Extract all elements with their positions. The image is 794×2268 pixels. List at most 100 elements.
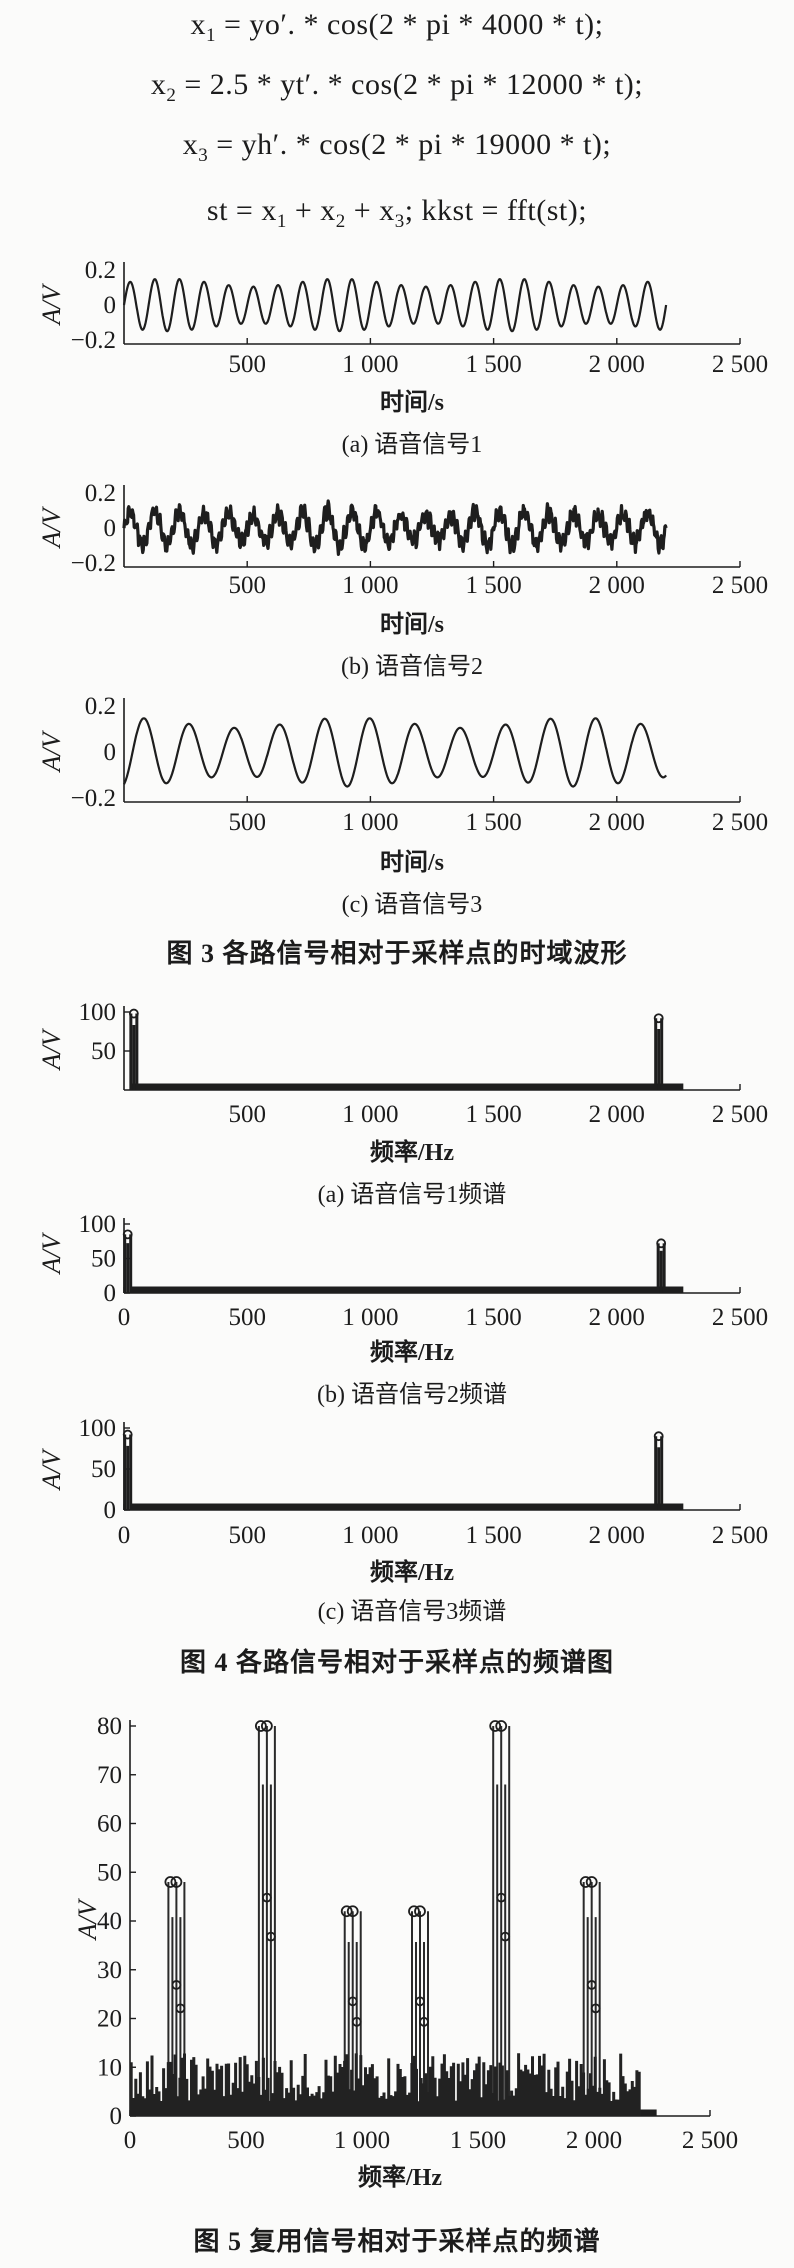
fig4b-caption: (b) 语音信号2频谱	[317, 1381, 507, 1408]
fig5-peak-marker	[340, 1905, 353, 1918]
fig5-peak-marker	[347, 1996, 358, 2007]
fig4c-x-label: 频率/Hz	[370, 1558, 454, 1586]
fig4a-x-label: 频率/Hz	[370, 1138, 454, 1166]
fig4c-peak-marker	[653, 1431, 664, 1442]
fig5-peak-marker	[415, 1996, 425, 2007]
fig3a-x-tick-label: 1 500	[465, 351, 521, 378]
fig3b-caption: (b) 语音信号2	[341, 653, 483, 680]
fig3a-x-tick-label: 2 000	[589, 351, 645, 378]
figure-4-title: 图 4 各路信号相对于采样点的频谱图	[180, 1647, 614, 1677]
fig4a-peak-marker	[128, 1008, 139, 1019]
fig4a-x-tick-label: 1 500	[465, 1101, 521, 1128]
fig5-sidebands	[129, 2053, 641, 2116]
fig3a-y-label: A/V	[37, 282, 66, 326]
fig4a-x-tick-label: 2 500	[712, 1101, 768, 1128]
fig3c-x-tick-label: 500	[228, 809, 266, 836]
fig5-peak-marker	[261, 1892, 272, 1903]
fig4c-y-label: A/V	[37, 1447, 66, 1491]
figure-3-title: 图 3 各路信号相对于采样点的时域波形	[166, 938, 627, 968]
fig3c-y-label: A/V	[37, 729, 66, 773]
fig5-peak-marker	[496, 1892, 507, 1903]
fig3b-x-tick-label: 1 000	[342, 572, 398, 599]
fig4a-y-label: A/V	[37, 1027, 66, 1071]
fig3c-caption: (c) 语音信号3	[342, 891, 483, 918]
fig4b-y-tick-label: 50	[91, 1246, 116, 1273]
fig5-x-tick-label: 1 500	[450, 2127, 506, 2154]
fig4b-peak-marker	[122, 1229, 133, 1240]
fig5-y-tick-label: 60	[97, 1811, 122, 1838]
fig5-y-tick-label: 10	[97, 2054, 122, 2081]
fig5-peak-marker	[164, 1876, 177, 1888]
fig5-x-tick-label: 2 500	[682, 2127, 738, 2154]
equation-x2: x2 = 2.5 * yt′. * cos(2 * pi * 12000 * t…	[150, 68, 644, 106]
fig3a-x-tick-label: 1 000	[342, 351, 398, 378]
fig4c-x-tick-label: 2 500	[712, 1522, 768, 1549]
fig4a-peak-marker	[653, 1013, 664, 1024]
fig4c-x-tick-label: 2 000	[589, 1522, 645, 1549]
fig3a-x-tick-label: 2 500	[712, 351, 768, 378]
fig5-x-tick-label: 0	[124, 2127, 137, 2154]
fig5-peak-marker	[414, 1905, 426, 1918]
fig5-peak-marker	[175, 2003, 186, 2014]
fig4c-caption: (c) 语音信号3频谱	[318, 1598, 507, 1625]
fig3a-y-tick-label: −0.2	[71, 327, 116, 354]
fig3c-x-tick-label: 1 000	[342, 809, 398, 836]
fig5-y-tick-label: 80	[97, 1713, 122, 1740]
fig5-peak-marker	[170, 1876, 183, 1888]
fig3b-x-label: 时间/s	[380, 611, 444, 638]
fig4b-y-tick-label: 0	[104, 1280, 117, 1307]
fig4b-y-tick-label: 100	[79, 1211, 117, 1238]
fig5-x-tick-label: 1 000	[334, 2127, 390, 2154]
fig3b-y-tick-label: 0	[104, 515, 117, 542]
fig5-peak-marker	[489, 1720, 502, 1732]
fig4a-y-tick-label: 50	[91, 1038, 116, 1065]
fig4a-y-tick-label: 100	[79, 999, 117, 1026]
fig4c-x-tick-label: 0	[118, 1522, 131, 1549]
fig3b-x-tick-label: 500	[228, 572, 266, 599]
fig5-peak-marker	[419, 2016, 429, 2027]
fig4a-x-tick-label: 500	[228, 1101, 266, 1128]
fig3b-y-label: A/V	[37, 505, 66, 549]
fig5-peak-marker	[500, 1931, 511, 1942]
fig4a-x-tick-label: 1 000	[342, 1101, 398, 1128]
fig5-peak-marker	[586, 1980, 597, 1990]
fig4c-y-tick-label: 50	[91, 1456, 116, 1483]
fig3c-x-tick-label: 2 500	[712, 809, 768, 836]
fig5-peak-marker	[346, 1905, 359, 1918]
fig3c-y-tick-label: 0	[104, 739, 117, 766]
fig5-y-tick-label: 40	[97, 1908, 122, 1935]
equation-x1: x1 = yo′. * cos(2 * pi * 4000 * t);	[190, 8, 604, 46]
fig5-peak-marker	[171, 1980, 182, 1990]
fig3a-x-label: 时间/s	[380, 389, 444, 416]
fig5-x-tick-label: 2 000	[566, 2127, 622, 2154]
equation-x3: x3 = yh′. * cos(2 * pi * 19000 * t);	[182, 128, 612, 166]
fig4b-x-tick-label: 2 000	[589, 1304, 645, 1331]
fig5-x-tick-label: 500	[227, 2127, 265, 2154]
fig4c-peak-marker	[122, 1429, 133, 1440]
fig5-peak-marker	[254, 1720, 267, 1732]
fig4b-y-label: A/V	[37, 1231, 66, 1275]
fig3c-x-tick-label: 2 000	[589, 809, 645, 836]
fig5-y-tick-label: 0	[110, 2103, 123, 2130]
fig3c-y-tick-label: −0.2	[71, 785, 116, 812]
fig4b-peak-marker	[656, 1238, 667, 1249]
fig3b-x-tick-label: 2 500	[712, 572, 768, 599]
fig5-peak-marker	[585, 1876, 598, 1888]
fig4a-caption: (a) 语音信号1频谱	[318, 1181, 507, 1208]
fig5-peak-marker	[260, 1720, 273, 1732]
fig4b-x-tick-label: 2 500	[712, 1304, 768, 1331]
fig3b-series-line	[122, 499, 668, 556]
fig3a-y-tick-label: 0	[104, 292, 117, 319]
fig5-x-label: 频率/Hz	[358, 2163, 442, 2191]
fig5-y-tick-label: 30	[97, 1957, 122, 1984]
fig5-y-tick-label: 50	[97, 1859, 122, 1886]
fig4c-x-tick-label: 500	[228, 1522, 266, 1549]
fig3a-caption: (a) 语音信号1	[342, 431, 483, 458]
fig3b-y-tick-label: 0.2	[85, 480, 116, 507]
fig4c-y-tick-label: 100	[79, 1415, 117, 1442]
fig4c-y-tick-label: 0	[104, 1497, 117, 1524]
equation-st: st = x1 + x2 + x3; kkst = fft(st);	[206, 194, 588, 232]
fig4b-x-tick-label: 1 000	[342, 1304, 398, 1331]
